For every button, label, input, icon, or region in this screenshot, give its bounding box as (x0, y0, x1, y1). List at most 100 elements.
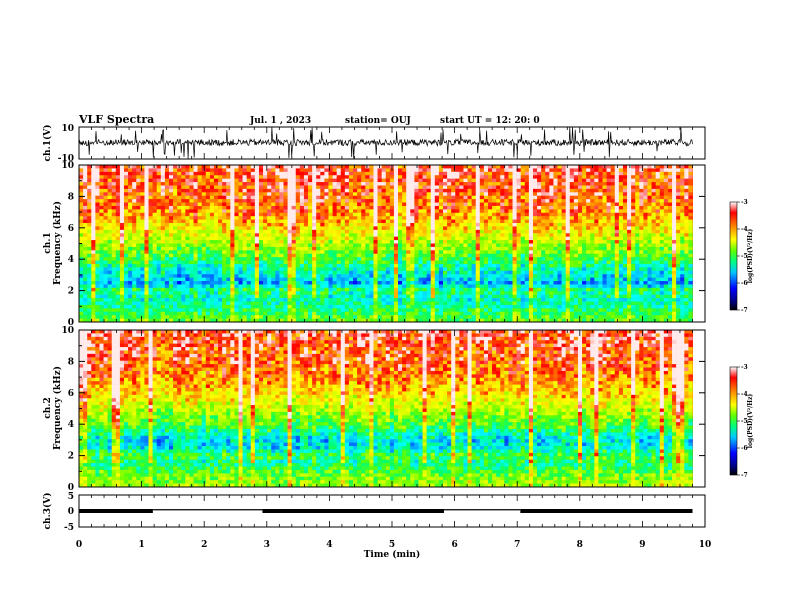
spectrogram-cell (451, 199, 456, 203)
spectrogram-cell (655, 178, 661, 183)
spectrogram-cell (344, 202, 350, 207)
spectrogram-cell (537, 263, 542, 268)
spectrogram-cell (189, 246, 194, 251)
spectrogram-cell (258, 223, 264, 227)
spectrogram-cell (238, 165, 243, 169)
spectrogram-cell (610, 219, 616, 224)
spectrogram-cell (91, 178, 96, 183)
spectrogram-cell (173, 168, 178, 173)
spectrogram-cell (373, 274, 378, 278)
spectrogram-cell (205, 250, 211, 255)
spectrogram-cell (426, 226, 432, 231)
spectrogram-cell (242, 216, 247, 220)
spectrogram-cell (99, 219, 104, 224)
spectrogram-cell (348, 267, 354, 272)
spectrogram-cell (357, 223, 362, 227)
spectrogram-cell (410, 226, 415, 231)
spectrogram-cell (504, 223, 509, 227)
spectrogram-cell (246, 253, 252, 258)
spectrogram-cell (115, 212, 121, 217)
spectrogram-cell (303, 209, 309, 214)
spectrogram-cell (332, 216, 337, 220)
spectrogram-cell (688, 185, 693, 190)
spectrogram-cell (573, 202, 579, 207)
spectrogram-cell (467, 267, 472, 272)
spectrogram-cell (406, 182, 411, 186)
spectrogram-cell (418, 178, 423, 183)
spectrogram-cell (258, 182, 264, 186)
spectrogram-cell (181, 175, 186, 179)
spectrogram-cell (218, 168, 223, 173)
spectrogram-cell (209, 175, 215, 179)
spectrogram-cell (479, 229, 485, 234)
spectrogram-cell (336, 202, 342, 207)
spectrogram-cell (164, 243, 170, 248)
spectrogram-cell (418, 199, 423, 203)
spectrogram-cell (430, 171, 436, 176)
spectrogram-cell (553, 274, 558, 278)
spectrogram-cell (91, 192, 96, 197)
spectrogram-cell (573, 274, 579, 278)
spectrogram-cell (263, 253, 268, 258)
spectrogram-cell (258, 243, 264, 248)
spectrogram-cell (279, 257, 284, 261)
spectrogram-cell (275, 226, 280, 231)
spectrogram-cell (594, 219, 599, 224)
spectrogram-cell (324, 195, 329, 200)
spectrogram-cell (598, 253, 603, 258)
spectrogram-cell (602, 250, 607, 255)
spectrogram-cell (299, 270, 305, 275)
spectrogram-cell (557, 209, 562, 214)
spectrogram-cell (553, 195, 558, 200)
spectrogram-cell (99, 277, 104, 282)
spectrogram-cell (561, 219, 566, 224)
spectrogram-cell (606, 212, 611, 217)
spectrogram-cell (524, 175, 530, 179)
spectrogram-cell (659, 219, 665, 224)
spectrogram-cell (582, 267, 587, 272)
spectrogram-cell (119, 199, 125, 203)
spectrogram-cell (573, 250, 579, 255)
spectrogram-cell (144, 250, 149, 255)
spectrogram-cell (631, 267, 636, 272)
spectrogram-cell (418, 195, 423, 200)
spectrogram-cell (316, 270, 321, 275)
spectrogram-cell (443, 243, 448, 248)
spectrogram-cell (87, 260, 92, 265)
spectrogram-cell (447, 205, 452, 210)
spectrogram-cell (655, 192, 661, 197)
spectrogram-cell (475, 253, 481, 258)
spectrogram-cell (87, 192, 92, 197)
spectrogram-cell (279, 267, 284, 272)
spectrogram-cell (430, 182, 436, 186)
spectrogram-cell (373, 195, 378, 200)
spectrogram-cell (422, 250, 427, 255)
spectrogram-cell (414, 182, 419, 186)
spectrogram-cell (561, 175, 566, 179)
spectrogram-cell (373, 236, 378, 241)
spectrogram-cell (631, 212, 636, 217)
spectrogram-cell (312, 182, 317, 186)
spectrogram-cell (193, 246, 198, 251)
spectrogram-cell (99, 240, 104, 244)
spectrogram-cell (582, 165, 587, 169)
spectrogram-cell (148, 267, 153, 272)
spectrogram-cell (545, 216, 550, 220)
spectrogram-cell (549, 267, 554, 272)
spectrogram-cell (402, 219, 407, 224)
spectrogram-cell (398, 195, 403, 200)
spectrogram-cell (324, 168, 329, 173)
spectrogram-cell (483, 168, 489, 173)
spectrogram-cell (144, 202, 149, 207)
spectrogram-cell (308, 205, 313, 210)
spectrogram-cell (622, 178, 628, 183)
spectrogram-cell (320, 246, 325, 251)
spectrogram-cell (348, 165, 354, 169)
spectrogram-cell (312, 199, 317, 203)
spectrogram-cell (226, 202, 231, 207)
spectrogram-cell (479, 188, 485, 193)
spectrogram-cell (324, 229, 329, 234)
spectrogram-cell (107, 205, 113, 210)
spectrogram-cell (647, 233, 652, 237)
spectrogram-cell (283, 226, 288, 231)
